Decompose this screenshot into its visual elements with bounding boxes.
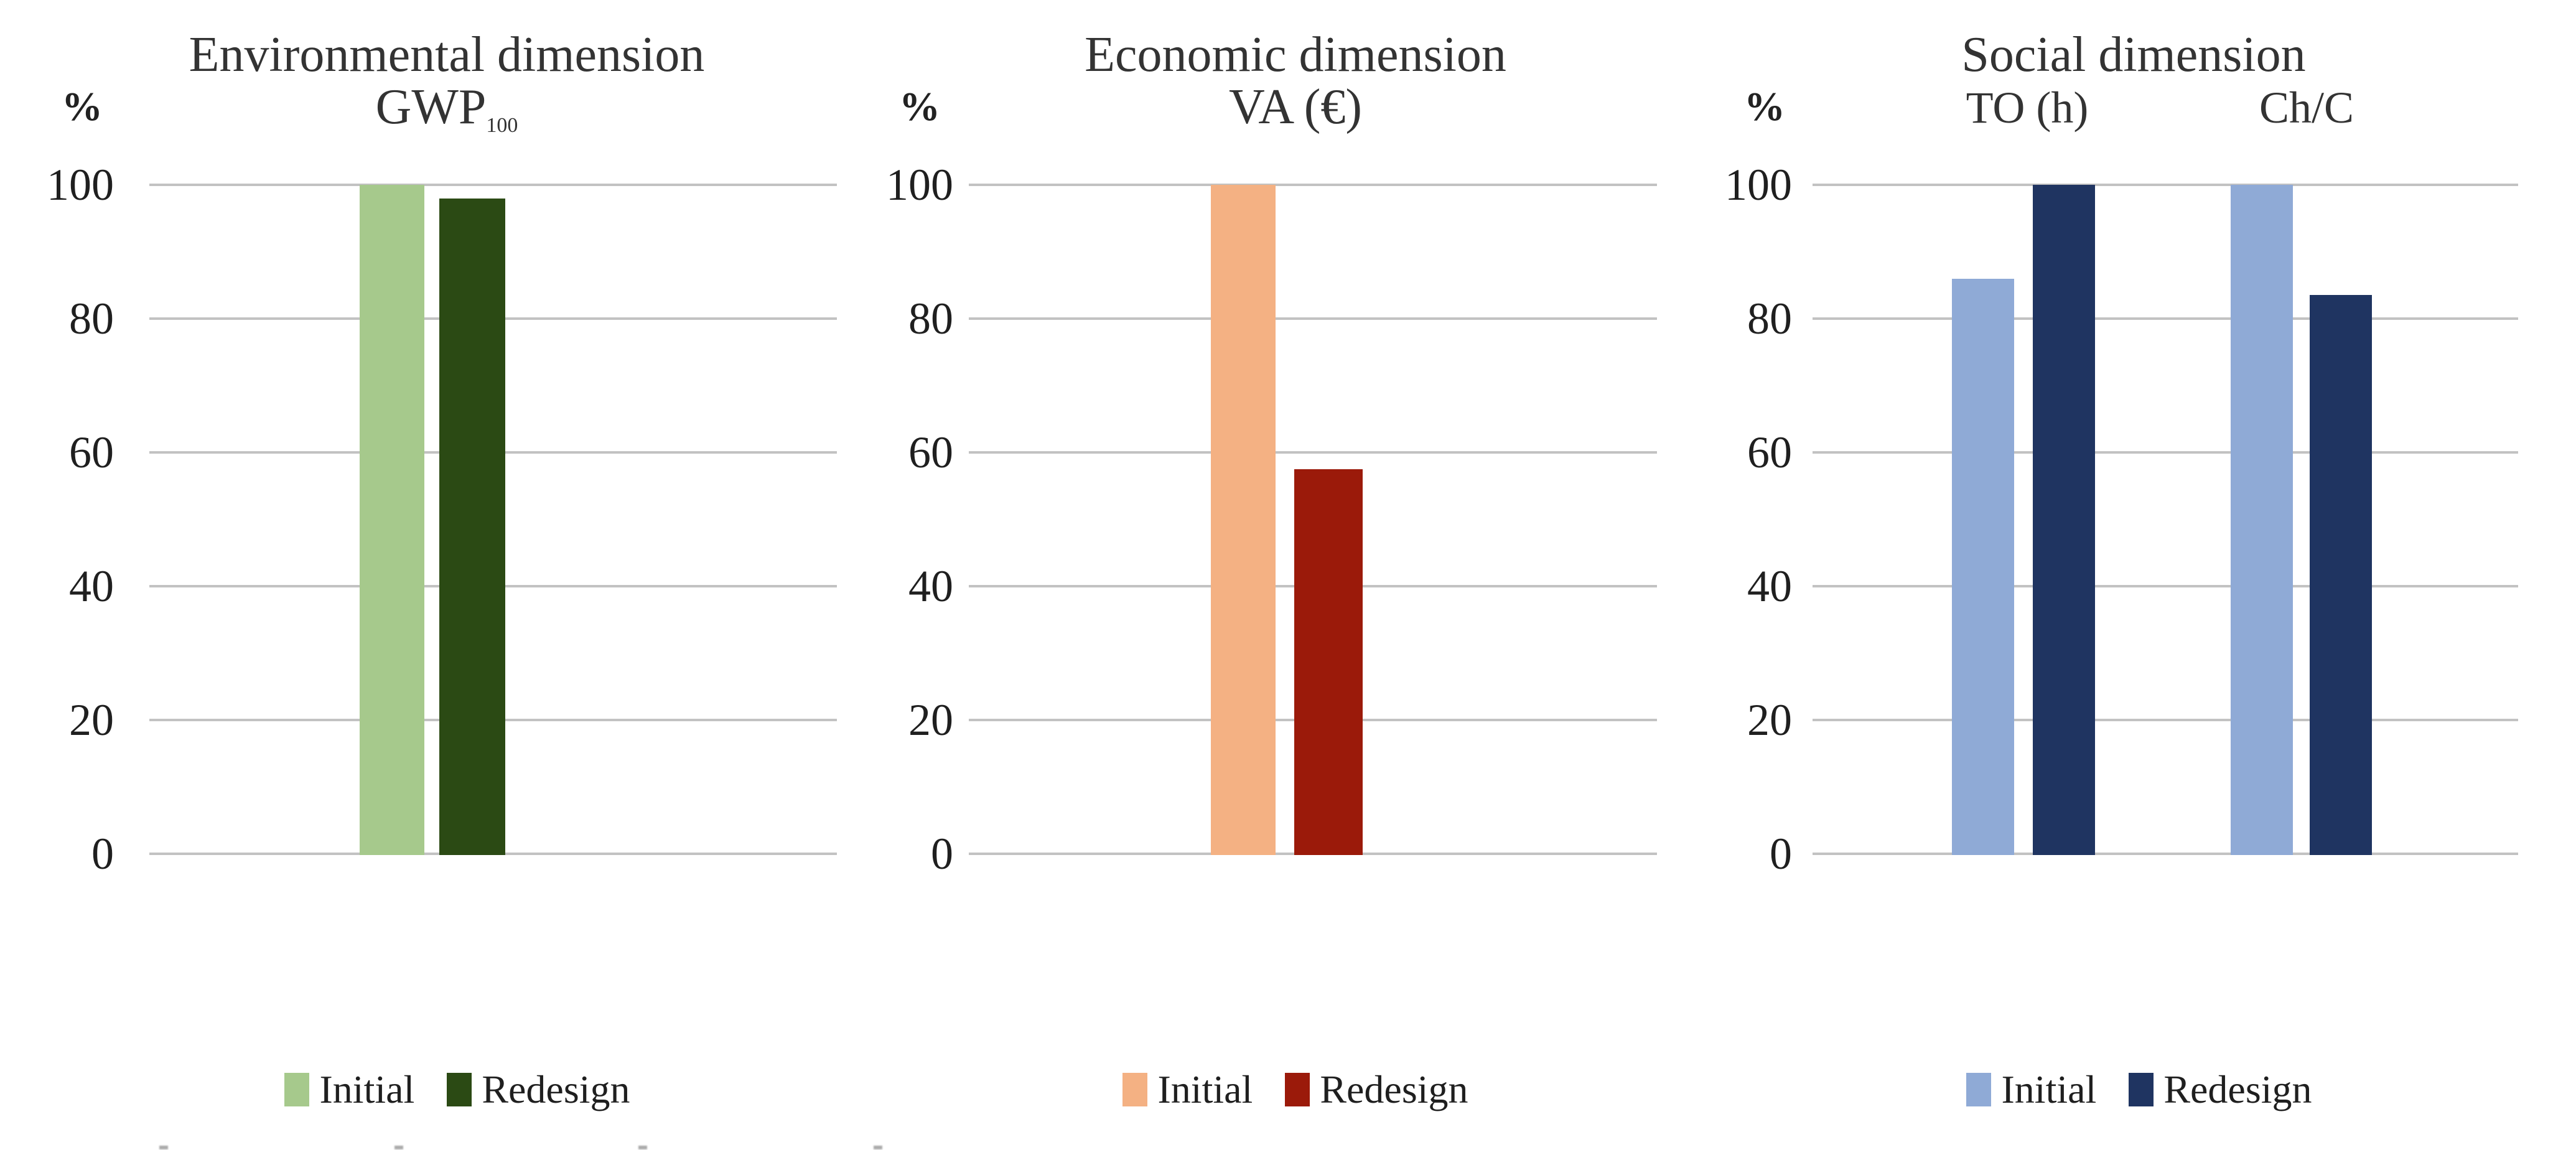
legend-label-initial: Initial <box>2001 1067 2097 1111</box>
legend-item-initial: Initial <box>1966 1063 2096 1116</box>
gridline <box>1813 317 2518 320</box>
y-axis-tick-label: 80 <box>908 294 953 344</box>
category-label: TO (h) <box>1966 83 2089 133</box>
y-axis-tick-label: 80 <box>1747 294 1792 344</box>
gridline <box>969 317 1657 320</box>
y-axis-tick-label: 20 <box>1747 695 1792 745</box>
y-axis-tick-label: 20 <box>908 695 953 745</box>
bar-redesign <box>2310 295 2372 855</box>
chart-subtitle: GWP100 <box>11 81 882 143</box>
chart-title: Social dimension <box>1961 27 2306 82</box>
chart-subtitle-subscript: 100 <box>486 114 518 137</box>
gridline <box>969 184 1657 186</box>
y-axis-unit-label: % <box>62 84 103 129</box>
y-axis-tick-label: 100 <box>1725 160 1792 210</box>
bar-redesign <box>2033 185 2095 855</box>
chart-subtitle: VA (€) <box>1228 80 1363 134</box>
legend-item-redesign: Redesign <box>447 1063 630 1116</box>
y-axis-tick-label: 20 <box>69 695 114 745</box>
bar-initial <box>2231 185 2293 855</box>
bar-initial <box>360 185 424 855</box>
y-axis-tick-label: 60 <box>69 428 114 477</box>
y-axis-tick-label: 0 <box>931 829 953 879</box>
y-axis-tick-label: 40 <box>908 561 953 611</box>
legend-label-redesign: Redesign <box>2163 1067 2312 1111</box>
y-axis-tick-label: 60 <box>1747 428 1792 477</box>
legend-label-initial: Initial <box>1157 1067 1253 1111</box>
y-axis-tick-label: 0 <box>91 829 114 879</box>
legend-item-initial: Initial <box>1122 1063 1253 1116</box>
gridline <box>969 451 1657 454</box>
cropped-caption-artifact <box>159 1146 168 1149</box>
cropped-caption-artifact <box>874 1146 882 1149</box>
y-axis-tick-label: 0 <box>1770 829 1792 879</box>
legend-swatch-redesign <box>2129 1073 2154 1106</box>
y-axis-unit-label: % <box>899 84 940 129</box>
legend: Initial Redesign <box>1828 1063 2450 1116</box>
legend-swatch-redesign <box>1285 1073 1310 1106</box>
legend-item-redesign: Redesign <box>1285 1063 1468 1116</box>
chart-title: Environmental dimension <box>189 27 705 82</box>
gridline <box>1813 719 2518 721</box>
y-axis-tick-label: 80 <box>69 294 114 344</box>
cropped-caption-artifact <box>394 1146 403 1149</box>
legend: Initial Redesign <box>984 1063 1607 1116</box>
y-axis-tick-label: 40 <box>69 561 114 611</box>
y-axis-unit-label: % <box>1744 84 1785 129</box>
legend-swatch-redesign <box>447 1073 472 1106</box>
bar-initial <box>1952 278 2014 855</box>
chart-title: Economic dimension <box>1085 27 1506 82</box>
bar-initial <box>1211 185 1276 855</box>
gridline <box>1813 853 2518 855</box>
legend-item-redesign: Redesign <box>2129 1063 2312 1116</box>
legend-item-initial: Initial <box>284 1063 414 1116</box>
gridline <box>1813 184 2518 186</box>
gridline <box>149 184 837 186</box>
chart-subtitle-main: GWP <box>375 80 487 134</box>
category-label: Ch/C <box>2259 83 2354 133</box>
y-axis-tick-label: 100 <box>47 160 114 210</box>
bar-redesign <box>1294 469 1363 855</box>
legend-label-redesign: Redesign <box>482 1067 630 1111</box>
gridline <box>1813 585 2518 587</box>
gridline <box>1813 451 2518 454</box>
legend-swatch-initial <box>1966 1073 1992 1106</box>
y-axis-tick-label: 60 <box>908 428 953 477</box>
y-axis-tick-label: 40 <box>1747 561 1792 611</box>
legend: Initial Redesign <box>146 1063 768 1116</box>
legend-label-initial: Initial <box>319 1067 415 1111</box>
legend-label-redesign: Redesign <box>1320 1067 1468 1111</box>
bar-redesign <box>439 198 505 855</box>
cropped-caption-artifact <box>638 1146 647 1149</box>
legend-swatch-initial <box>284 1073 310 1106</box>
y-axis-tick-label: 100 <box>886 160 953 210</box>
legend-swatch-initial <box>1122 1073 1148 1106</box>
